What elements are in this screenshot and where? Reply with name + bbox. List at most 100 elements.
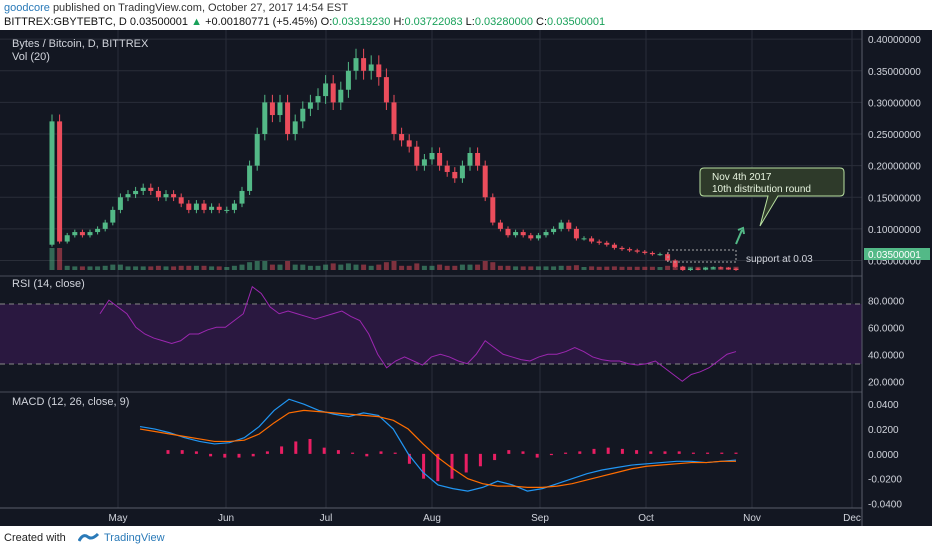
open-value: 0.03319230: [332, 16, 391, 28]
candle-body: [79, 232, 85, 236]
author-link[interactable]: goodcore: [4, 2, 50, 14]
volume-bar: [171, 266, 177, 270]
tradingview-brand-link[interactable]: TradingView: [104, 532, 165, 544]
candle-body: [558, 222, 564, 229]
macd-histogram-bar: [677, 451, 681, 454]
candle-body: [368, 64, 374, 71]
distribution-callout[interactable]: Nov 4th 2017 10th distribution round: [699, 167, 845, 227]
volume-bar: [133, 266, 139, 270]
price-tick-label: 0.20000000: [868, 162, 921, 173]
candle-body: [72, 232, 78, 236]
macd-histogram-bar: [564, 452, 568, 454]
candle-body: [338, 89, 344, 103]
macd-histogram-bar: [734, 452, 738, 454]
price-tick-label: 0.15000000: [868, 193, 921, 204]
rsi-pane: [99, 285, 737, 382]
volume-bar: [581, 267, 587, 270]
rsi-tick-label: 20.0000: [868, 377, 905, 388]
close-value: 0.03500001: [547, 16, 606, 28]
time-tick-label: May: [109, 513, 128, 524]
volume-bar: [520, 266, 526, 270]
macd-histogram-bar: [322, 447, 326, 454]
macd-tick-label: 0.0000: [868, 450, 899, 461]
volume-bar: [467, 264, 473, 270]
candle-body: [148, 187, 154, 191]
macd-histogram-bar: [294, 441, 298, 454]
candle-body: [725, 268, 731, 270]
candle-body: [361, 58, 367, 71]
candle-body: [482, 165, 488, 198]
macd-histogram-bar: [464, 453, 468, 473]
ohlc-line: BITTREX:GBYTEBTC, D 0.03500001 ▲ +0.0018…: [4, 16, 605, 28]
candle-body: [596, 241, 602, 243]
created-with-text: Created with: [4, 532, 66, 544]
volume-bar: [368, 265, 374, 270]
candle-body: [376, 64, 382, 78]
volume-bar: [672, 265, 678, 270]
candle-body: [505, 228, 511, 236]
volume-bar: [421, 265, 427, 270]
time-tick-label: Aug: [423, 513, 441, 524]
macd-histogram-bar: [706, 452, 710, 454]
candle-body: [619, 247, 625, 250]
volume-label: Vol (20): [12, 51, 50, 63]
macd-histogram-bar: [237, 453, 241, 458]
volume-bar: [399, 265, 405, 270]
chart-svg[interactable]: 0.40000000 0.35000000 0.30000000 0.25000000…: [0, 30, 932, 526]
candle-body: [444, 165, 450, 172]
candle-body: [475, 153, 481, 166]
volume-bar: [497, 265, 503, 270]
price-tick-label: 0.30000000: [868, 98, 921, 109]
volume-bar: [551, 266, 557, 270]
macd-histogram-bar: [592, 448, 596, 454]
macd-histogram-bar: [194, 451, 198, 454]
macd-tick-label: -0.0200: [868, 475, 902, 486]
macd-histogram-bar: [251, 453, 255, 457]
volume-bar: [642, 266, 648, 270]
macd-histogram-bar: [407, 453, 411, 464]
candle-body: [216, 206, 222, 210]
volume-bar: [277, 264, 283, 270]
volume-bar: [383, 262, 389, 270]
candle-body: [209, 206, 215, 210]
last-price-marker: [864, 248, 930, 260]
rsi-band: [0, 304, 862, 364]
macd-histogram-bar: [308, 438, 312, 454]
candle-body: [520, 232, 526, 236]
volume-bar: [627, 266, 633, 270]
volume-bar: [596, 266, 602, 270]
candle-body: [254, 134, 260, 166]
volume-bar: [110, 264, 116, 270]
candle-body: [102, 222, 108, 229]
low-value: 0.03280000: [474, 16, 533, 28]
candle-body: [718, 267, 724, 269]
candle-body: [353, 58, 359, 71]
candle-body: [490, 197, 496, 223]
candle-body: [459, 165, 465, 179]
volume-bar: [444, 265, 450, 270]
volume-bar: [193, 265, 199, 270]
volume-bar: [247, 262, 253, 270]
volume-bars: [49, 248, 739, 270]
candle-body: [589, 238, 595, 242]
candle-body: [399, 134, 405, 141]
candle-body: [330, 83, 336, 103]
volume-bar: [649, 266, 655, 270]
volume-bar: [657, 267, 663, 270]
candle-body: [64, 235, 70, 242]
volume-bar: [292, 264, 298, 270]
volume-bar: [117, 264, 123, 270]
time-tick-label: Jun: [218, 513, 234, 524]
candle-body: [163, 194, 169, 198]
candle-body: [657, 254, 663, 256]
volume-bar: [300, 264, 306, 270]
candle-body: [315, 96, 321, 103]
volume-bar: [414, 263, 420, 270]
candle-body: [277, 102, 283, 116]
volume-bar: [102, 265, 108, 270]
chart-area[interactable]: 0.40000000 0.35000000 0.30000000 0.25000000…: [0, 30, 932, 526]
last-price: 0.03500001: [129, 16, 189, 28]
macd-histogram-bar: [663, 451, 667, 454]
candle-body: [117, 197, 123, 210]
candle-body: [414, 146, 420, 166]
